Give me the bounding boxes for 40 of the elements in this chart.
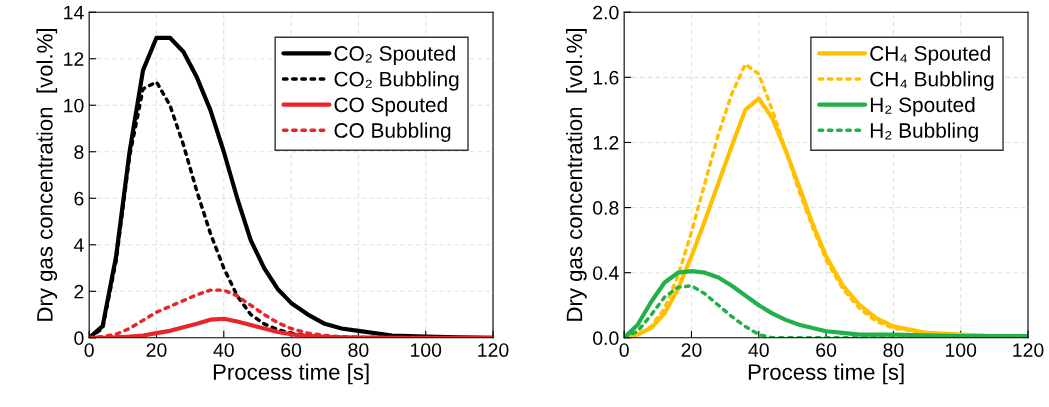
x-tick-label: 20 (146, 343, 167, 357)
y-tick-label: 1.6 (593, 70, 619, 85)
x-tick-label: 20 (681, 343, 702, 357)
y-tick-label: 4 (73, 238, 84, 252)
x-tick-label: 0 (619, 343, 629, 357)
y-axis-title: Dry gas concentration [vol.%] (566, 28, 587, 321)
y-axis-title: Dry gas concentration [vol.%] (36, 28, 58, 321)
legend-label: CO₂ Spouted (334, 45, 455, 65)
x-tick-label: 120 (478, 343, 509, 357)
x-tick-label: 60 (816, 343, 837, 357)
x-tick-label: 80 (883, 343, 904, 357)
legend-label: H₂ Spouted (870, 96, 975, 117)
y-tick-label: 0.0 (593, 331, 619, 346)
y-tick-label: 12 (64, 52, 84, 66)
legend-label: CO Bubbling (334, 122, 451, 142)
x-tick-label: 100 (410, 343, 442, 357)
legend-label: CH₄ Bubbling (870, 71, 994, 91)
y-tick-label: 1.2 (593, 135, 619, 150)
y-tick-label: 14 (64, 5, 84, 20)
y-tick-label: 10 (64, 98, 84, 113)
legend-label: CH₄ Spouted (870, 45, 990, 65)
legend-label: H₂ Bubbling (870, 122, 978, 142)
y-tick-label: 0.4 (593, 266, 619, 280)
x-tick-label: 40 (748, 343, 769, 357)
y-tick-label: 6 (74, 191, 84, 206)
legend-label: CO₂ Bubbling (334, 71, 459, 91)
x-tick-label: 120 (1013, 343, 1044, 357)
x-axis-title: Process time [s] (748, 363, 904, 385)
x-tick-label: 100 (945, 343, 977, 357)
y-tick-label: 2.0 (593, 5, 619, 20)
x-axis-title: Process time [s] (213, 363, 369, 385)
y-tick-label: 0.8 (593, 201, 619, 215)
x-tick-label: 0 (84, 343, 94, 357)
x-tick-label: 80 (348, 343, 369, 357)
x-tick-label: 40 (213, 343, 234, 357)
x-tick-label: 60 (281, 343, 302, 357)
y-tick-label: 8 (74, 145, 84, 159)
y-tick-label: 2 (74, 284, 84, 299)
legend-label: CO Spouted (334, 96, 447, 117)
y-tick-label: 0 (74, 331, 84, 346)
